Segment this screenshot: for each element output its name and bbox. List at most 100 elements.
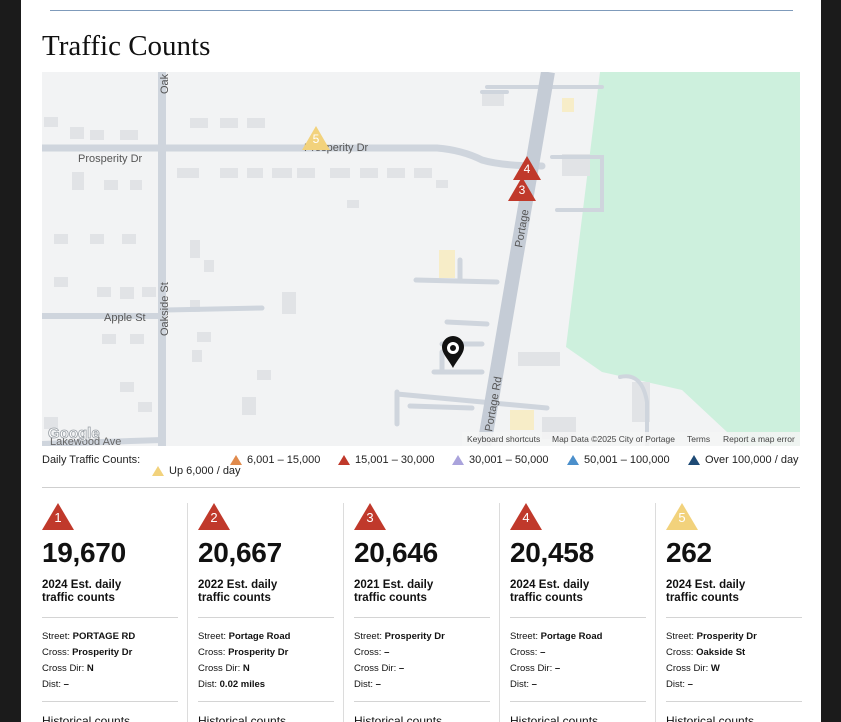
card-icon: 2 [198, 503, 230, 530]
divider [42, 487, 800, 488]
field-value: Portage Road [228, 631, 291, 642]
legend-triangle [688, 455, 700, 465]
card-rule [510, 701, 646, 702]
field-label: Cross Dir: [42, 663, 85, 674]
field-label: Cross: [354, 647, 382, 658]
legend-triangle [152, 466, 164, 476]
marker-number: 4 [524, 162, 531, 176]
caption: 2021 Est. daily traffic counts [354, 579, 434, 604]
field-value: Portage Road [540, 631, 603, 642]
card-icon: 3 [354, 503, 386, 530]
section-title: Traffic Counts [42, 30, 211, 62]
attribution-text: Terms [687, 434, 710, 444]
card-icon: 1 [42, 503, 74, 530]
field: Street: Portage Road [198, 631, 290, 642]
field: Cross: Prosperity Dr [42, 647, 132, 658]
field-value: PORTAGE RD [72, 631, 136, 642]
legend-label: 30,001 – 50,000 [469, 454, 549, 466]
field-value: – [384, 647, 390, 658]
street-label: Apple St [104, 312, 146, 324]
field: Street: PORTAGE RD [42, 631, 135, 642]
history-title: Historical counts [666, 714, 755, 722]
card-rule [354, 617, 490, 618]
triangle-marker: 3 [354, 503, 386, 530]
count: 262 [666, 537, 712, 568]
field: Street: Portage Road [510, 631, 602, 642]
legend-label: 6,001 – 15,000 [247, 454, 321, 466]
triangle-marker: 3 [508, 177, 536, 201]
legend-swatch [452, 455, 464, 465]
legend-triangle [230, 455, 242, 465]
legend-triangle [567, 455, 579, 465]
report-page: Traffic Counts [21, 0, 821, 722]
main-road [477, 72, 555, 446]
caption: 2024 Est. daily traffic counts [666, 579, 746, 604]
field-label: Cross: [42, 647, 70, 658]
field-value: N [242, 663, 250, 674]
field-label: Cross Dir: [510, 663, 553, 674]
field: Cross: Prosperity Dr [198, 647, 288, 658]
field: Dist: – [666, 679, 693, 690]
marker-number: 3 [519, 183, 526, 197]
legend-triangle [338, 455, 350, 465]
traffic-card: 5 262 2024 Est. daily traffic counts Street… [666, 503, 802, 722]
field-value: 0.02 miles [219, 679, 266, 690]
map-logo: Google [48, 425, 100, 442]
location-pin[interactable] [442, 336, 464, 368]
street-label: Lakewood Ave [50, 436, 121, 446]
field-label: Street: [354, 631, 382, 642]
triangle-marker: 1 [42, 503, 74, 530]
field: Cross: – [354, 647, 389, 658]
caption: 2024 Est. daily traffic counts [510, 579, 590, 604]
card-rule [510, 617, 646, 618]
card-rule [666, 701, 802, 702]
attribution: Keyboard shortcuts Map Data ©2025 City of… [467, 434, 795, 444]
field-label: Dist: [198, 679, 217, 690]
attribution-text: Map Data ©2025 City of Portage [552, 434, 675, 444]
history-title: Historical counts [354, 714, 443, 722]
field: Street: Prosperity Dr [666, 631, 757, 642]
count: 20,646 [354, 537, 438, 568]
field-label: Cross: [666, 647, 694, 658]
traffic-card: 3 20,646 2021 Est. daily traffic counts Str… [354, 503, 490, 722]
card-rule [42, 701, 178, 702]
marker-number: 5 [313, 132, 320, 146]
field-value: – [531, 679, 537, 690]
field-value: – [687, 679, 693, 690]
field-value: N [86, 663, 94, 674]
field-value: W [710, 663, 720, 674]
field: Cross: – [510, 647, 545, 658]
traffic-card: 1 19,670 2024 Est. daily traffic counts Str… [42, 503, 178, 722]
marker-number: 3 [366, 510, 373, 525]
streets [42, 72, 649, 446]
marker-number: 5 [678, 510, 685, 525]
card-rule [198, 701, 334, 702]
legend-swatch [338, 455, 350, 465]
field-value: – [398, 663, 405, 674]
building-highlight [562, 98, 574, 112]
field: Cross Dir: – [354, 663, 404, 674]
street-label: Oak [159, 73, 171, 94]
field: Cross Dir: N [42, 663, 94, 674]
field-label: Street: [510, 631, 538, 642]
field-label: Cross: [510, 647, 538, 658]
field: Dist: 0.02 miles [198, 679, 265, 690]
field-value: Prosperity Dr [72, 647, 133, 658]
legend-swatch [152, 466, 164, 476]
card-separator [187, 503, 188, 722]
legend-label: Up 6,000 / day [169, 465, 241, 477]
legend-swatch [688, 455, 700, 465]
field-label: Dist: [42, 679, 61, 690]
count: 20,667 [198, 537, 282, 568]
field: Dist: – [42, 679, 69, 690]
map[interactable]: Prosperity Dr Prosperity Dr Oakside St A… [42, 72, 800, 446]
traffic-card: 4 20,458 2024 Est. daily traffic counts Str… [510, 503, 646, 722]
history-title: Historical counts [198, 714, 287, 722]
card-icon: 5 [666, 503, 698, 530]
building-highlight [510, 410, 534, 430]
legend-swatch [230, 455, 242, 465]
field-label: Cross Dir: [666, 663, 709, 674]
field: Dist: – [510, 679, 537, 690]
field-label: Dist: [354, 679, 373, 690]
